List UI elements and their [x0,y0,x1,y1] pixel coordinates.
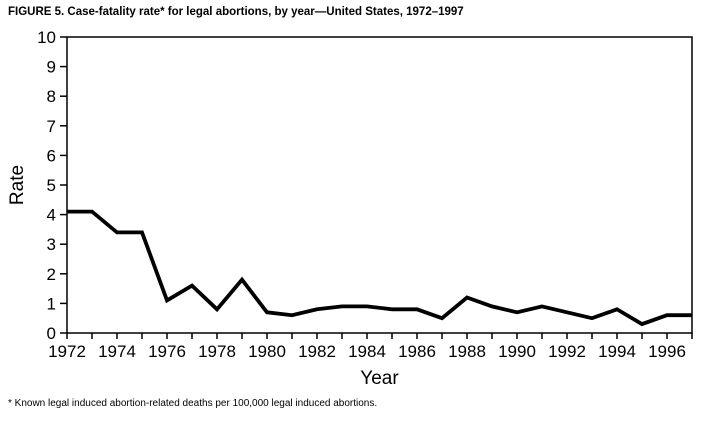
figure-title: FIGURE 5. Case-fatality rate* for legal … [8,6,464,18]
y-axis-tick-label: 0 [47,324,56,343]
x-axis-tick-label: 1990 [498,342,536,361]
data-line [67,209,692,327]
x-axis-tick-label: 1976 [148,342,186,361]
y-axis-tick-label: 1 [47,294,56,313]
y-axis-tick-label: 2 [47,265,56,284]
x-axis-tick-label: 1986 [398,342,436,361]
y-axis-title: Rate [7,165,28,205]
x-axis-tick-label: 1994 [598,342,636,361]
figure-footnote: * Known legal induced abortion-related d… [8,398,378,409]
x-axis-tick-label: 1992 [548,342,586,361]
plot-frame [66,36,693,334]
x-axis-tick-label: 1978 [198,342,236,361]
y-axis-tick-label: 8 [47,87,56,106]
y-axis-tick-label: 6 [47,146,56,165]
x-axis-tick-label: 1980 [248,342,286,361]
x-axis-tick-label: 1996 [648,342,686,361]
x-axis-tick-label: 1984 [348,342,386,361]
x-axis-tick-label: 1972 [48,342,86,361]
x-axis-tick-label: 1982 [298,342,336,361]
y-axis-tick-label: 5 [47,176,56,195]
x-axis-tick-label: 1988 [448,342,486,361]
y-axis-tick-label: 9 [47,58,56,77]
y-axis-tick-label: 4 [47,206,56,225]
y-axis-tick-label: 10 [37,28,56,47]
x-axis-title: Year [360,368,399,389]
y-axis-tick-label: 3 [47,235,56,254]
x-axis-tick-label: 1974 [98,342,136,361]
y-axis-tick-label: 7 [47,117,56,136]
